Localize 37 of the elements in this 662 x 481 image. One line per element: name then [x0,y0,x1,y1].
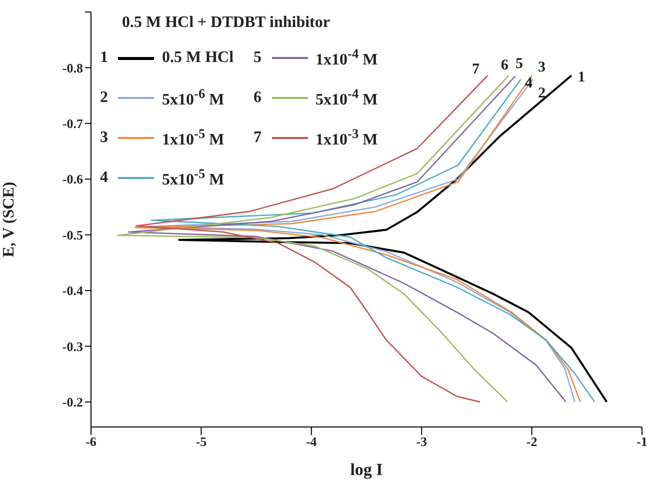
legend-label: 0.5 M HCl [162,49,234,67]
x-tick-label: -3 [416,434,428,450]
y-tick-label: -0.6 [62,172,84,187]
text: 3 [100,129,108,146]
y-tick-label: -0.8 [62,60,84,76]
text: 6 [254,89,262,106]
x-tick-label: -2 [526,434,538,450]
text: 1 [100,49,108,66]
y-tick-label: -0.5 [62,227,84,242]
legend-label: 5x10$^{-5}$ M [162,166,224,190]
y-tick-label: -0.4 [62,283,84,298]
x-tick-label: -1 [636,434,648,450]
legend-label: 1x10$^{-5}$ M [162,126,224,150]
text: 2 [100,89,108,106]
annotation: 1 [578,70,586,86]
x-tick-label: -6 [86,434,97,450]
annotation: 3 [538,60,546,76]
legend-label: 1x10$^{-4}$ M [316,46,378,70]
x-axis-title: log I [350,460,384,479]
x-tick-label: -5 [196,434,208,450]
annotation: 4 [525,75,534,92]
annotation: 6 [500,58,509,74]
y-axis-title: E, V (SCE) [0,182,18,258]
text: 4 [100,169,108,186]
text: 7 [254,129,262,146]
annotation: 5 [516,56,524,72]
legend-label: 1x10$^{-3}$ M [316,126,378,150]
legend-title: 0.5 M HCl + DTDBT inhibitor [122,14,331,32]
annotation: 2 [538,85,546,102]
y-tick-label: -0.7 [62,116,84,132]
y-tick-label: -0.2 [62,394,83,410]
legend-label: 5x10$^{-6}$ M [162,86,224,110]
y-tick-label: -0.3 [62,338,84,354]
x-tick-label: -4 [306,434,318,450]
legend-label: 5x10$^{-4}$ M [316,86,378,110]
text: 5 [254,49,262,66]
annotation: 7 [472,62,480,78]
